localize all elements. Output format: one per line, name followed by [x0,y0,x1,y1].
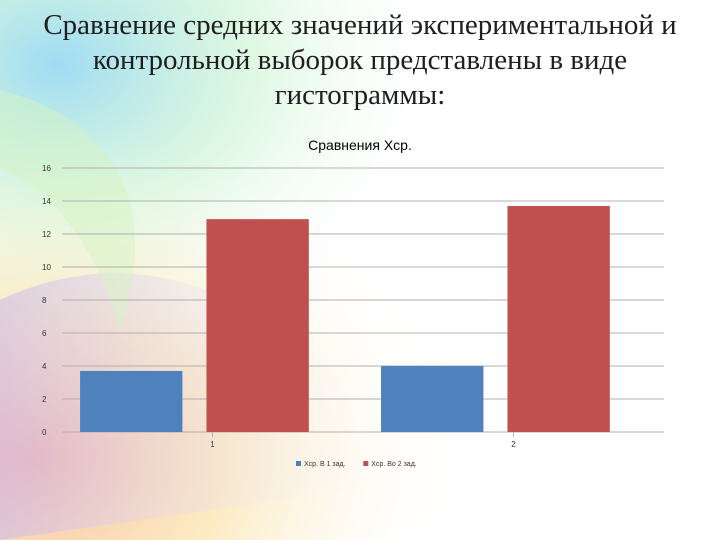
bar-1-series-1 [80,370,183,432]
y-tick-label: 4 [42,362,47,371]
slide-title: Сравнение средних значений экспериментал… [43,9,677,111]
x-tick-label: 2 [511,440,516,449]
y-tick-label: 12 [42,230,51,239]
chart-bars [80,205,610,432]
y-tick-label: 10 [42,263,51,272]
x-tick-label: 1 [210,440,215,449]
legend-swatch [363,461,369,466]
y-tick-label: 8 [42,296,47,305]
y-tick-label: 16 [42,164,51,173]
legend-label: Хср. Во 2 зад. [371,461,416,468]
bar-2-series-2 [507,205,610,432]
y-tick-label: 14 [42,197,51,206]
bar-1-series-2 [206,219,309,432]
y-axis-tick-labels: 0 2 4 6 8 10 12 14 16 [42,164,51,437]
legend-swatch [296,461,301,466]
bar-2-series-1 [381,366,484,432]
legend-label: Хср. В 1 зад. [304,461,346,468]
chart-title: Сравнения Хср. [308,137,412,153]
y-tick-label: 6 [42,329,47,338]
y-tick-label: 2 [42,395,47,404]
y-tick-label: 0 [42,428,47,437]
chart-legend: Хср. В 1 зад. Хср. Во 2 зад. [296,461,417,468]
